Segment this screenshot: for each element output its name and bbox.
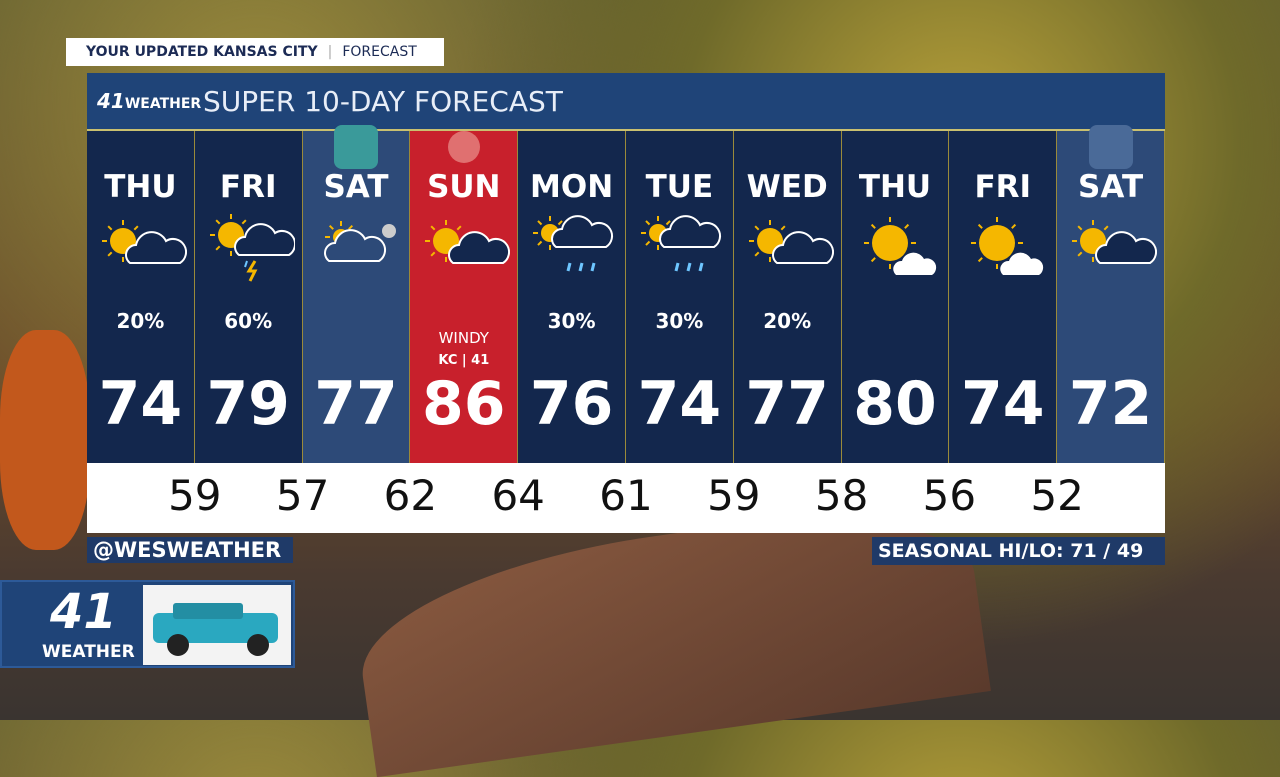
high-temp: 79	[206, 369, 290, 439]
weather-note: WINDY	[438, 329, 489, 347]
day-column: SAT 77	[302, 125, 411, 463]
seasonal-hi-lo: SEASONAL HI/LO: 71 / 49	[872, 537, 1165, 565]
day-column: TUE 30% 74	[625, 131, 734, 463]
day-label: FRI	[974, 169, 1032, 205]
social-handle: @WESWEATHER	[87, 537, 293, 563]
day-column: FRI 60% 79	[194, 131, 303, 463]
weather-truck-image	[143, 585, 291, 665]
day-column: MON 30% 76	[518, 131, 626, 463]
day-column: THU 80	[841, 131, 950, 463]
day-column: THU 20% 74	[87, 131, 195, 463]
team-logo	[442, 125, 486, 169]
team-logo	[333, 125, 378, 169]
day-label: SAT	[1078, 169, 1144, 205]
high-temp: 74	[98, 369, 183, 439]
day-label: WED	[746, 169, 828, 205]
sun-small-cloud-icon	[957, 213, 1049, 283]
forecast-days: THU 20% 74 FRI 60% 79 SAT 77 SUN WINDY KC | 41 86 MO…	[87, 125, 1165, 463]
low-temp: 56	[922, 471, 977, 520]
low-temp: 61	[599, 471, 653, 520]
tag-subtitle: FORECAST	[342, 44, 417, 60]
high-temp: 77	[745, 369, 829, 439]
low-temps-row: 59 57 62 64 61 59 58 56 52	[87, 463, 1165, 533]
high-temp: 72	[1068, 369, 1153, 439]
low-temp: 62	[383, 471, 438, 520]
day-column: SUN WINDY KC | 41 86	[410, 131, 519, 463]
precip-chance: 30%	[547, 309, 596, 333]
low-temp: 58	[814, 471, 869, 520]
high-temp: 74	[961, 369, 1045, 439]
day-label: FRI	[219, 169, 277, 205]
background-leaf	[0, 330, 90, 550]
precip-chance: 20%	[116, 309, 165, 333]
day-label: THU	[104, 169, 177, 205]
high-temp: 74	[637, 369, 722, 439]
high-temp: 80	[853, 369, 937, 439]
low-temp: 64	[491, 471, 545, 520]
precip-chance: 60%	[224, 309, 273, 333]
precip-chance: 20%	[763, 309, 812, 333]
precip-chance: 30%	[655, 309, 704, 333]
day-column: WED 20% 77	[733, 131, 842, 463]
team-logo	[1088, 125, 1133, 169]
background-leaf	[349, 492, 991, 777]
brand-label: WEATHER	[42, 642, 135, 662]
page-title: SUPER 10-DAY FORECAST	[203, 84, 563, 118]
sun-cloud-icon	[1065, 213, 1158, 283]
day-column: FRI 74	[949, 131, 1058, 463]
low-temp: 57	[275, 471, 330, 520]
high-temp: 77	[314, 369, 398, 439]
day-label: SUN	[427, 169, 501, 205]
day-label: THU	[858, 169, 932, 205]
forecast-panel: 41WEATHER SUPER 10-DAY FORECAST THU 20% 74…	[87, 73, 1165, 534]
segment-tag: YOUR UPDATED KANSAS CITY | FORECAST	[66, 38, 444, 66]
station-logo: 41WEATHER	[97, 89, 202, 113]
rain-sun-icon	[526, 213, 618, 283]
low-temp: 59	[168, 471, 222, 520]
day-column: SAT 72	[1057, 125, 1165, 463]
brand-number: 41	[50, 584, 117, 640]
low-temp: 59	[707, 471, 761, 520]
brand-bug: 41 WEATHER	[0, 580, 295, 668]
tag-title: YOUR UPDATED KANSAS CITY	[86, 44, 318, 60]
sun-cloud-icon	[95, 213, 187, 283]
sun-storm-icon	[203, 213, 296, 283]
day-label: TUE	[645, 169, 714, 205]
day-label: MON	[530, 169, 614, 205]
sun-cloud-icon	[418, 213, 511, 283]
low-temp: 52	[1030, 471, 1084, 520]
high-temp: 86	[422, 369, 506, 439]
sponsor-badge: KC | 41	[438, 353, 490, 368]
partly-cloudy-icon	[311, 213, 403, 283]
rain-sun-icon	[634, 213, 726, 283]
forecast-header: 41WEATHER SUPER 10-DAY FORECAST	[87, 73, 1165, 131]
day-label: SAT	[323, 169, 389, 205]
sun-small-cloud-icon	[850, 213, 942, 283]
high-temp: 76	[529, 369, 614, 439]
sun-cloud-icon	[742, 213, 834, 283]
